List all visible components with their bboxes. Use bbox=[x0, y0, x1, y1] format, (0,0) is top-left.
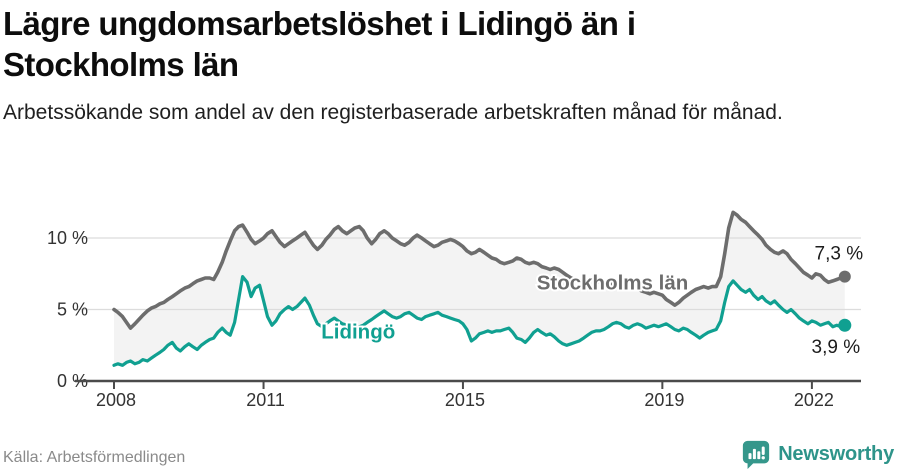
source-credit: Källa: Arbetsförmedlingen bbox=[3, 449, 186, 466]
x-axis-label-2008: 2008 bbox=[96, 390, 136, 410]
y-axis-label-0: 0 % bbox=[57, 371, 88, 391]
lidingo-end-dot bbox=[838, 318, 852, 332]
newsworthy-bubble-chart-icon bbox=[743, 440, 770, 469]
stockholm-line bbox=[112, 210, 847, 330]
chart-subtitle: Arbetssökande som andel av den registerb… bbox=[3, 101, 783, 124]
lidingo-end-value-label: 3,9 % bbox=[812, 337, 861, 358]
x-axis-label-2011: 2011 bbox=[246, 390, 285, 410]
newsworthy-wordmark: Newsworthy bbox=[778, 442, 894, 465]
stockholm-end-value-label: 7,3 % bbox=[815, 244, 864, 265]
y-axis-label-5: 5 % bbox=[57, 300, 88, 320]
x-axis-label-2015: 2015 bbox=[445, 390, 485, 410]
series-label-lidingo: Lidingö bbox=[321, 321, 395, 344]
stockholm-end-dot bbox=[838, 270, 851, 283]
y-axis-label-10: 10 % bbox=[47, 228, 88, 248]
series-label-stockholm: Stockholms län bbox=[537, 271, 689, 294]
lidingo-line bbox=[112, 275, 847, 367]
series-gap-band bbox=[114, 212, 845, 366]
page-title: Lägre ungdomsarbetslöshet i Lidingö än i… bbox=[3, 5, 636, 83]
x-axis-label-2019: 2019 bbox=[644, 390, 684, 410]
x-axis-label-2022: 2022 bbox=[794, 390, 834, 410]
newsworthy-logo: Newsworthy bbox=[741, 439, 894, 469]
